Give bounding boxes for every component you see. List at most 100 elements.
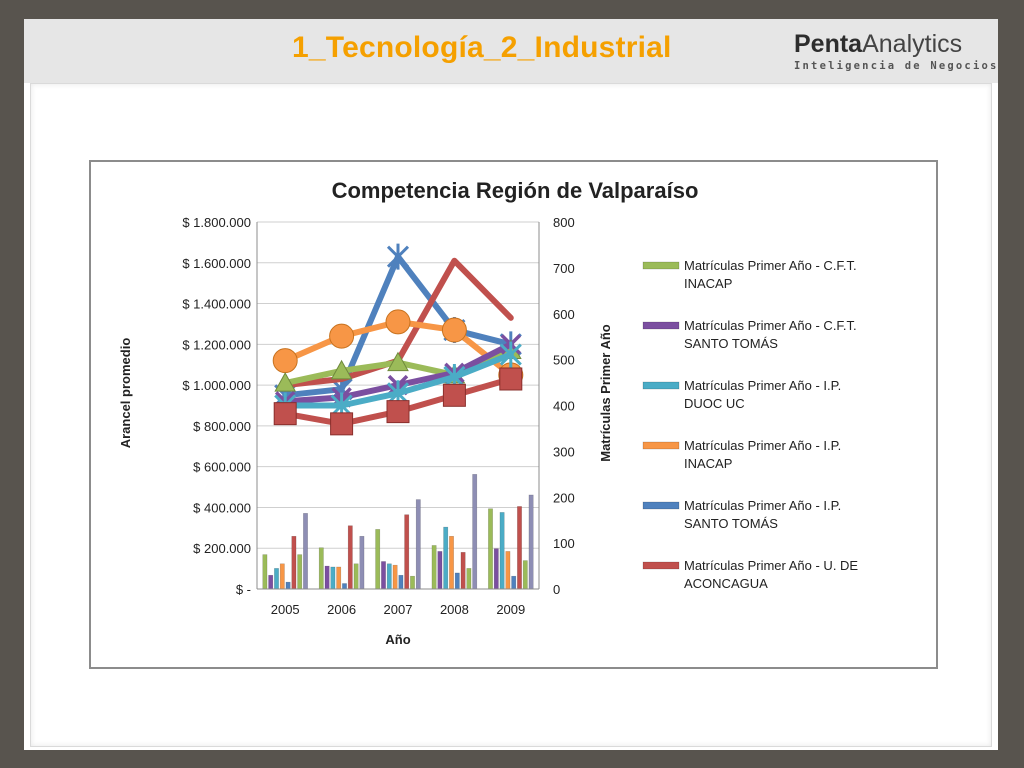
bar [528,494,534,590]
legend-label: Matrículas Primer Año - C.F.T. [684,318,857,333]
bar [431,545,437,590]
legend-swatch [642,321,680,330]
y-tick-label: $ 600.000 [193,460,251,475]
slide-title: 1_Tecnología_2_Industrial [292,31,672,64]
y-tick-label: $ 400.000 [193,500,251,515]
logo-name: PentaAnalytics [794,31,984,57]
legend-label: Matrículas Primer Año - I.P. [684,378,841,393]
y-tick-label: $ 1.200.000 [182,337,251,352]
data-point [272,348,298,374]
legend-label: SANTO TOMÁS [684,516,778,531]
logo-name-regular: Analytics [862,30,963,58]
legend-label: INACAP [684,276,732,291]
chart-title: Competencia Región de Valparaíso [332,178,699,203]
bar [472,474,478,590]
bar [499,512,505,590]
y-tick-label: $ 1.000.000 [182,378,251,393]
bar [297,554,303,590]
legend-label: ACONCAGUA [684,576,768,591]
bar [303,513,308,590]
bar [347,525,353,590]
y-tick-label: $ 200.000 [193,541,251,556]
data-point [386,400,410,424]
bar [505,551,511,590]
y-tick-label: $ 800.000 [193,419,251,434]
bar [437,551,443,590]
bar [398,574,404,590]
bar [410,575,415,590]
bar [279,563,285,590]
bar [460,552,466,590]
bar [274,568,279,590]
logo-tagline: Inteligencia de Negocios [794,60,999,72]
bar [342,583,347,590]
y-axis-title: Arancel promedio [118,338,133,449]
legend-label: Matrículas Primer Año - U. DE [684,558,858,573]
y-tick-label: $ 1.600.000 [182,256,251,271]
data-point [330,412,354,436]
x-tick-label: 2008 [440,602,469,617]
y-tick-label: $ 1.800.000 [182,215,251,230]
legend-swatch [642,561,680,570]
axes: $ - $ 200.000 $ 400.000 $ 600.000 $ 800.000 $… [182,215,574,617]
y2-tick-label: 700 [553,261,575,276]
legend-label: Matrículas Primer Año - C.F.T. [684,258,857,273]
bar [336,566,342,590]
bar [454,572,460,590]
bar [359,535,365,590]
y2-tick-label: 600 [553,307,575,322]
bar [268,574,274,590]
bar [291,535,297,590]
y2-tick-label: 200 [553,490,575,505]
data-point [499,341,522,368]
x-axis-title: Año [385,632,410,647]
legend-swatch [642,441,680,450]
bar [353,563,359,590]
bar-series [262,474,534,590]
bar [318,547,324,590]
legend-label: Matrículas Primer Año - I.P. [684,498,841,513]
bar [443,526,449,590]
data-point [385,309,411,335]
legend-label: SANTO TOMÁS [684,336,778,351]
line-series [272,243,524,436]
x-tick-label: 2005 [271,602,300,617]
y2-tick-label: 800 [553,215,575,230]
bar [381,561,386,590]
pentaanalytics-logo: PentaAnalytics Inteligencia de Negocios [794,31,999,79]
data-point [329,323,355,349]
data-point [442,383,466,407]
bar [404,514,410,590]
y2-tick-label: 400 [553,399,575,414]
chart: Competencia Región de Valparaíso $ - $ 20… [118,178,858,647]
data-point [499,367,523,391]
bar [493,548,499,590]
bar [392,564,398,590]
bar [262,554,268,590]
bar [330,566,336,590]
legend-swatch [642,501,680,510]
y2-tick-label: 500 [553,353,575,368]
bar [324,565,330,590]
bar [375,529,381,590]
bar [386,563,392,590]
x-tick-label: 2009 [496,602,525,617]
x-tick-label: 2006 [327,602,356,617]
logo-name-bold: Penta [794,30,863,58]
bar [449,535,454,590]
data-point [441,317,467,343]
x-tick-label: 2007 [384,602,413,617]
bar [466,568,472,590]
data-point [387,351,409,372]
legend-swatch [642,261,680,270]
y-tick-label: $ 1.400.000 [182,297,251,312]
y2-tick-label: 0 [553,582,560,597]
data-point [273,402,297,426]
legend-swatch [642,381,680,390]
data-point [386,243,410,270]
legend-label: DUOC UC [684,396,745,411]
y2-tick-label: 100 [553,536,575,551]
legend: Matrículas Primer Año - C.F.T. INACAP Matr… [642,258,858,591]
bar [522,560,528,590]
bar [511,575,517,590]
